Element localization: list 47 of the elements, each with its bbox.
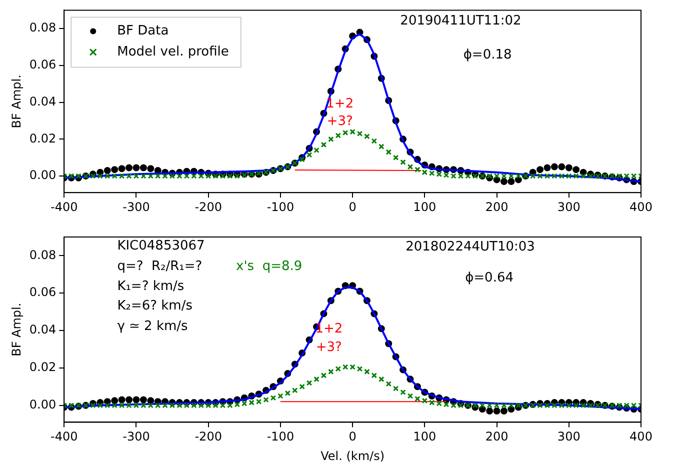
y-tick-label: 0.02	[29, 360, 56, 374]
x-tick-label: -400	[50, 430, 78, 444]
annotation: K₁=? km/s	[117, 279, 184, 294]
x-tick-label: 200	[485, 200, 508, 214]
x-tick-label: -200	[194, 430, 222, 444]
annotation: x's q=8.9	[236, 258, 302, 274]
annotation: ϕ=0.64	[465, 270, 514, 286]
y-tick-label: 0.00	[29, 168, 56, 182]
x-tick-label: -300	[122, 430, 150, 444]
y-tick-label: 0.06	[29, 58, 56, 72]
legend-label: BF Data	[117, 24, 169, 39]
annotation: 201802244UT10:03	[406, 239, 535, 254]
y-axis-title: BF Ampl.	[9, 74, 24, 128]
x-axis-title: Vel. (km/s)	[320, 448, 385, 463]
x-tick-label: 200	[485, 430, 508, 444]
x-tick-label: 0	[348, 200, 356, 214]
y-tick-label: 0.04	[29, 94, 56, 108]
x-tick-label: 0	[348, 430, 356, 444]
annotation: +3?	[316, 340, 342, 355]
y-tick-label: 0.08	[29, 20, 56, 35]
y-tick-label: 0.08	[29, 248, 56, 262]
y-axis-title: BF Ampl.	[9, 302, 24, 356]
x-tick-label: 400	[630, 430, 652, 444]
x-tick-label: -100	[266, 200, 294, 214]
legend-label: Model vel. profile	[117, 44, 229, 60]
annotation: +3?	[326, 114, 353, 130]
y-tick-label: 0.00	[29, 397, 56, 412]
x-tick-label: 100	[413, 200, 436, 214]
x-tick-label: -300	[122, 200, 150, 214]
x-tick-label: -200	[194, 200, 222, 214]
x-tick-label: 300	[557, 430, 580, 444]
annotation: q=? R₂/R₁=?	[117, 258, 202, 274]
annotation: 20190411UT11:02	[400, 14, 522, 29]
annotation: K₂=6? km/s	[117, 298, 193, 314]
annotation: 1+2	[326, 96, 354, 112]
annotation: KIC04853067	[117, 238, 205, 254]
annotation: ϕ=0.18	[463, 48, 512, 63]
annotation: γ ≃ 2 km/s	[117, 318, 188, 334]
y-tick-label: 0.06	[29, 285, 56, 300]
x-tick-label: 100	[413, 430, 436, 444]
x-tick-label: 300	[557, 200, 580, 214]
x-tick-label: 400	[630, 200, 652, 214]
y-tick-label: 0.04	[29, 322, 56, 337]
y-tick-label: 0.02	[29, 131, 56, 146]
x-tick-label: -100	[266, 430, 294, 444]
x-tick-label: -400	[50, 200, 78, 214]
annotation: 1+2	[315, 322, 343, 337]
